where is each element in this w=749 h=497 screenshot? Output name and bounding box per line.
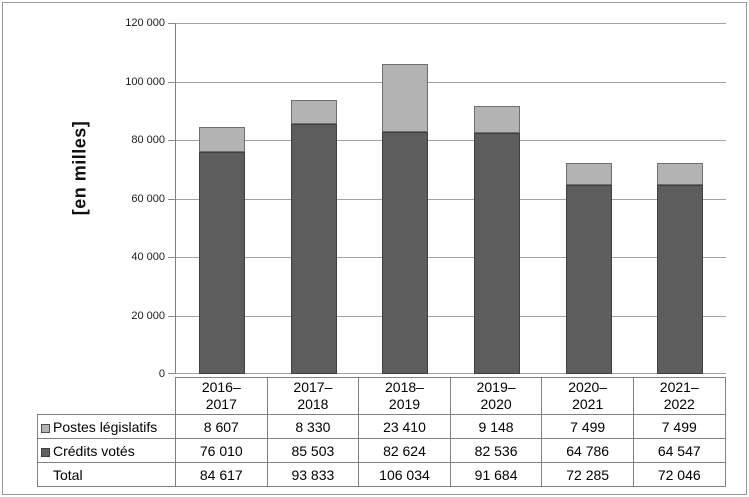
gridline xyxy=(168,198,726,200)
value-cell: 64 786 xyxy=(541,438,634,463)
value-cell: 93 833 xyxy=(266,462,360,487)
plot-area xyxy=(168,23,726,374)
y-tick-label: 120 000 xyxy=(125,17,165,29)
y-tick-label: 100 000 xyxy=(125,75,165,88)
category-cell: 2021–2022 xyxy=(632,377,726,415)
table-row-postes-legislatifs: Postes législatifs 8 607 8 330 23 410 9 … xyxy=(37,414,726,439)
y-tick-label: 40 000 xyxy=(131,251,165,263)
value-cell: 91 684 xyxy=(449,462,543,487)
row-label-postes-legislatifs: Postes législatifs xyxy=(37,414,176,439)
bar-group-2017-2018 xyxy=(290,99,337,374)
segment-postes-legislatifs xyxy=(657,163,704,186)
row-label-text: Total xyxy=(53,466,83,483)
segment-credits-votes xyxy=(382,132,429,374)
y-tick-label: 60 000 xyxy=(131,192,165,205)
category-label: 2019–2020 xyxy=(476,379,516,412)
table-corner-empty xyxy=(38,378,176,415)
segment-credits-votes xyxy=(565,184,612,374)
value-cell: 72 285 xyxy=(541,462,634,487)
category-label: 2016–2017 xyxy=(201,379,241,412)
value-cell: 8 330 xyxy=(266,414,360,439)
row-label-credits-votes: Crédits votés xyxy=(37,438,176,463)
table-row-total: Total 84 617 93 833 106 034 91 684 72 28… xyxy=(37,462,726,487)
segment-credits-votes xyxy=(290,123,337,374)
gridline xyxy=(168,315,726,317)
value-cell: 8 607 xyxy=(175,414,268,439)
value-cell: 85 503 xyxy=(266,438,360,463)
bar-group-2021-2022 xyxy=(657,163,704,374)
segment-postes-legislatifs xyxy=(382,63,429,133)
category-label: 2021–2022 xyxy=(659,379,699,412)
value-cell: 7 499 xyxy=(632,414,726,439)
segment-credits-votes xyxy=(473,132,520,374)
category-cell: 2017–2018 xyxy=(266,377,360,415)
segment-postes-legislatifs xyxy=(565,162,612,185)
gridline xyxy=(168,23,726,24)
category-cell: 2016–2017 xyxy=(175,377,268,415)
value-cell: 82 536 xyxy=(449,438,543,463)
y-axis-ticks: 120 000 100 000 80 000 60 000 40 000 20 000 0 xyxy=(0,17,165,380)
value-cell: 106 034 xyxy=(358,462,451,487)
value-cell: 9 148 xyxy=(449,414,543,439)
value-cell: 82 624 xyxy=(358,438,451,463)
segment-postes-legislatifs xyxy=(473,105,520,133)
segment-postes-legislatifs xyxy=(198,126,245,152)
category-label: 2020–2021 xyxy=(568,379,608,412)
row-label-text: Crédits votés xyxy=(53,442,135,459)
segment-postes-legislatifs xyxy=(290,99,337,124)
gridline xyxy=(168,373,726,374)
segment-credits-votes xyxy=(198,151,245,374)
category-label: 2018–2019 xyxy=(385,379,424,412)
legend-marker-spacer xyxy=(41,472,50,481)
data-table: 2016–2017 2017–2018 2018–2019 2019–2020 … xyxy=(37,377,726,487)
row-label-text: Postes législatifs xyxy=(53,418,158,435)
value-cell: 23 410 xyxy=(358,414,451,439)
table-row-credits-votes: Crédits votés 76 010 85 503 82 624 82 53… xyxy=(37,438,726,463)
category-cell: 2018–2019 xyxy=(358,377,451,415)
value-cell: 64 547 xyxy=(632,438,726,463)
y-tick-label: 20 000 xyxy=(131,309,165,322)
gridline xyxy=(168,140,726,141)
category-row: 2016–2017 2017–2018 2018–2019 2019–2020 … xyxy=(38,377,726,415)
row-label-total: Total xyxy=(37,462,176,487)
bar-group-2019-2020 xyxy=(473,105,520,374)
y-tick-label: 80 000 xyxy=(131,134,165,146)
y-tick-label: 0 xyxy=(158,368,165,380)
bar-group-2016-2017 xyxy=(198,126,245,374)
value-cell: 7 499 xyxy=(541,414,634,439)
gridline xyxy=(168,257,726,258)
value-cell: 72 046 xyxy=(632,462,726,487)
gridline xyxy=(168,81,726,83)
value-cell: 76 010 xyxy=(175,438,268,463)
category-cell: 2019–2020 xyxy=(449,377,543,415)
bar-group-2018-2019 xyxy=(382,63,429,374)
bar-group-2020-2021 xyxy=(565,162,612,374)
segment-credits-votes xyxy=(657,185,704,374)
legend-marker-postes-legislatifs-icon xyxy=(41,423,50,433)
category-cell: 2020–2021 xyxy=(541,377,634,415)
legend-marker-credits-votes-icon xyxy=(41,447,50,457)
value-cell: 84 617 xyxy=(175,462,268,487)
category-label: 2017–2018 xyxy=(293,379,333,412)
